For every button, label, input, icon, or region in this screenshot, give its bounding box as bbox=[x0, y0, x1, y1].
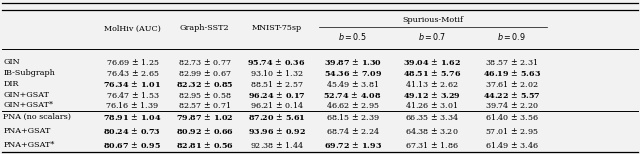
Text: 54.36 $\pm$ 7.09: 54.36 $\pm$ 7.09 bbox=[323, 68, 382, 78]
Text: GIN+GSAT: GIN+GSAT bbox=[3, 91, 49, 99]
Text: $b=0.7$: $b=0.7$ bbox=[418, 31, 446, 43]
Text: 80.67 $\pm$ 0.95: 80.67 $\pm$ 0.95 bbox=[104, 140, 161, 150]
Text: 66.35 $\pm$ 3.34: 66.35 $\pm$ 3.34 bbox=[405, 112, 459, 122]
Text: 39.87 $\pm$ 1.30: 39.87 $\pm$ 1.30 bbox=[324, 57, 381, 67]
Text: IB-Subgraph: IB-Subgraph bbox=[3, 69, 55, 77]
Text: 92.38 $\pm$ 1.44: 92.38 $\pm$ 1.44 bbox=[250, 140, 303, 150]
Text: 57.01 $\pm$ 2.95: 57.01 $\pm$ 2.95 bbox=[485, 126, 539, 136]
Text: 82.73 $\pm$ 0.77: 82.73 $\pm$ 0.77 bbox=[178, 57, 232, 67]
Text: 87.20 $\pm$ 5.61: 87.20 $\pm$ 5.61 bbox=[248, 112, 305, 122]
Text: 69.72 $\pm$ 1.93: 69.72 $\pm$ 1.93 bbox=[323, 140, 382, 150]
Text: 67.31 $\pm$ 1.86: 67.31 $\pm$ 1.86 bbox=[405, 140, 459, 150]
Text: 46.19 $\pm$ 5.63: 46.19 $\pm$ 5.63 bbox=[483, 68, 541, 78]
Text: MNIST-75sp: MNIST-75sp bbox=[252, 24, 301, 32]
Text: 68.74 $\pm$ 2.24: 68.74 $\pm$ 2.24 bbox=[326, 126, 380, 136]
Text: 61.49 $\pm$ 3.46: 61.49 $\pm$ 3.46 bbox=[485, 140, 539, 150]
Text: 76.43 $\pm$ 2.65: 76.43 $\pm$ 2.65 bbox=[106, 68, 159, 78]
Text: 41.13 $\pm$ 2.62: 41.13 $\pm$ 2.62 bbox=[405, 79, 459, 89]
Text: 68.15 $\pm$ 2.39: 68.15 $\pm$ 2.39 bbox=[326, 112, 380, 122]
Text: 78.91 $\pm$ 1.04: 78.91 $\pm$ 1.04 bbox=[103, 112, 162, 122]
Text: Graph-SST2: Graph-SST2 bbox=[180, 24, 230, 32]
Text: $b=0.9$: $b=0.9$ bbox=[497, 31, 527, 43]
Text: 96.24 $\pm$ 0.17: 96.24 $\pm$ 0.17 bbox=[248, 89, 305, 99]
Text: 76.34 $\pm$ 1.01: 76.34 $\pm$ 1.01 bbox=[104, 79, 161, 89]
Text: 38.57 $\pm$ 2.31: 38.57 $\pm$ 2.31 bbox=[485, 57, 539, 67]
Text: GIN+GSAT*: GIN+GSAT* bbox=[3, 101, 53, 109]
Text: 64.38 $\pm$ 3.20: 64.38 $\pm$ 3.20 bbox=[405, 126, 459, 136]
Text: 88.51 $\pm$ 2.57: 88.51 $\pm$ 2.57 bbox=[250, 79, 303, 89]
Text: DIR: DIR bbox=[3, 80, 19, 87]
Text: 76.47 $\pm$ 1.53: 76.47 $\pm$ 1.53 bbox=[106, 89, 159, 99]
Text: 48.51 $\pm$ 5.76: 48.51 $\pm$ 5.76 bbox=[403, 68, 461, 78]
Text: 82.57 $\pm$ 0.71: 82.57 $\pm$ 0.71 bbox=[178, 101, 232, 110]
Text: 61.40 $\pm$ 3.56: 61.40 $\pm$ 3.56 bbox=[485, 112, 539, 122]
Text: 79.87 $\pm$ 1.02: 79.87 $\pm$ 1.02 bbox=[176, 112, 234, 122]
Text: 93.10 $\pm$ 1.32: 93.10 $\pm$ 1.32 bbox=[250, 68, 303, 78]
Text: 39.04 $\pm$ 1.62: 39.04 $\pm$ 1.62 bbox=[403, 57, 461, 67]
Text: MolHiv (AUC): MolHiv (AUC) bbox=[104, 24, 161, 32]
Text: PNA (no scalars): PNA (no scalars) bbox=[3, 113, 71, 121]
Text: 41.26 $\pm$ 3.01: 41.26 $\pm$ 3.01 bbox=[405, 101, 459, 110]
Text: 80.92 $\pm$ 0.66: 80.92 $\pm$ 0.66 bbox=[176, 126, 234, 136]
Text: 44.22 $\pm$ 5.57: 44.22 $\pm$ 5.57 bbox=[483, 89, 541, 99]
Text: 82.95 $\pm$ 0.58: 82.95 $\pm$ 0.58 bbox=[178, 89, 232, 99]
Text: PNA+GSAT*: PNA+GSAT* bbox=[3, 141, 54, 149]
Text: $b=0.5$: $b=0.5$ bbox=[338, 31, 367, 43]
Text: 82.32 $\pm$ 0.85: 82.32 $\pm$ 0.85 bbox=[176, 79, 234, 89]
Text: Spurious-Motif: Spurious-Motif bbox=[403, 16, 463, 24]
Text: 96.21 $\pm$ 0.14: 96.21 $\pm$ 0.14 bbox=[250, 101, 303, 110]
Text: 93.96 $\pm$ 0.92: 93.96 $\pm$ 0.92 bbox=[248, 126, 305, 136]
Text: 37.61 $\pm$ 2.02: 37.61 $\pm$ 2.02 bbox=[485, 79, 539, 89]
Text: 76.69 $\pm$ 1.25: 76.69 $\pm$ 1.25 bbox=[106, 57, 159, 67]
Text: 76.16 $\pm$ 1.39: 76.16 $\pm$ 1.39 bbox=[106, 101, 159, 110]
Text: 82.99 $\pm$ 0.67: 82.99 $\pm$ 0.67 bbox=[178, 68, 232, 78]
Text: 45.49 $\pm$ 3.81: 45.49 $\pm$ 3.81 bbox=[326, 79, 380, 89]
Text: PNA+GSAT: PNA+GSAT bbox=[3, 127, 51, 135]
Text: 39.74 $\pm$ 2.20: 39.74 $\pm$ 2.20 bbox=[485, 101, 539, 110]
Text: 49.12 $\pm$ 3.29: 49.12 $\pm$ 3.29 bbox=[403, 89, 461, 99]
Text: 52.74 $\pm$ 4.08: 52.74 $\pm$ 4.08 bbox=[323, 89, 382, 99]
Text: GIN: GIN bbox=[3, 58, 20, 66]
Text: 82.81 $\pm$ 0.56: 82.81 $\pm$ 0.56 bbox=[176, 140, 234, 150]
Text: 80.24 $\pm$ 0.73: 80.24 $\pm$ 0.73 bbox=[104, 126, 161, 136]
Text: 46.62 $\pm$ 2.95: 46.62 $\pm$ 2.95 bbox=[326, 101, 380, 110]
Text: 95.74 $\pm$ 0.36: 95.74 $\pm$ 0.36 bbox=[247, 57, 306, 67]
